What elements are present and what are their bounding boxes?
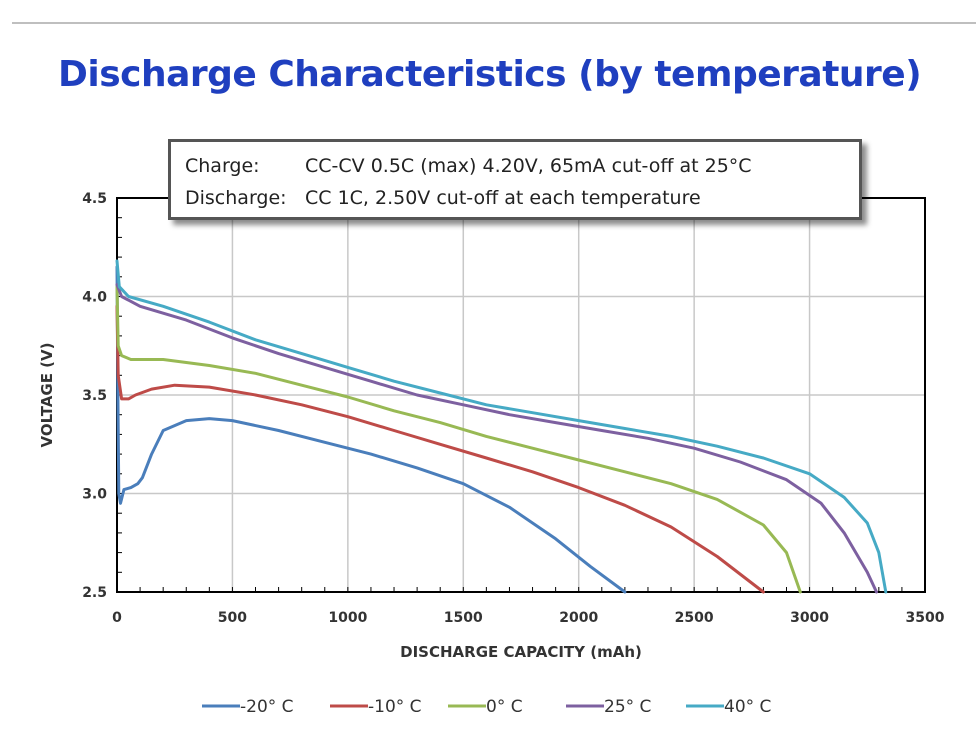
x-axis-title: DISCHARGE CAPACITY (mAh): [400, 643, 642, 661]
series-line--10: [115, 304, 765, 594]
legend-label: -10° C: [368, 697, 422, 717]
x-tick-label: 2000: [559, 610, 598, 626]
x-tick-label: 2500: [675, 610, 714, 626]
legend-label: 25° C: [604, 697, 651, 717]
discharge-text: CC 1C, 2.50V cut-off at each temperature: [305, 187, 701, 209]
series-line--20: [115, 265, 627, 594]
series-layer: [115, 259, 888, 594]
x-tick-label: 3500: [906, 610, 945, 626]
y-tick-label: 3.5: [82, 388, 107, 404]
y-tick-label: 3.0: [82, 487, 107, 503]
x-tick-label: 1000: [328, 610, 367, 626]
legend-label: 40° C: [724, 697, 771, 717]
legend: -20° C -10° C 0° C 25° C 40° C: [202, 697, 771, 717]
y-tick-label: 4.0: [82, 290, 107, 306]
y-tick-label: 4.5: [82, 191, 107, 207]
series-line-40: [115, 259, 888, 594]
charge-note-line: Charge: CC-CV 0.5C (max) 4.20V, 65mA cut-…: [185, 150, 859, 182]
legend-label: -20° C: [240, 697, 294, 717]
discharge-label: Discharge:: [185, 187, 287, 209]
x-tick-label: 3000: [790, 610, 829, 626]
series-line-25: [115, 283, 878, 594]
x-tick-label: 1500: [444, 610, 483, 626]
charge-text: CC-CV 0.5C (max) 4.20V, 65mA cut-off at …: [305, 155, 752, 177]
series-line-0: [115, 285, 802, 594]
x-tick-label: 500: [218, 610, 247, 626]
y-tick-label: 2.5: [82, 585, 107, 601]
legend-label: 0° C: [486, 697, 523, 717]
discharge-note-line: Discharge: CC 1C, 2.50V cut-off at each t…: [185, 182, 859, 214]
x-tick-label: 0: [112, 610, 122, 626]
grid-layer: [117, 197, 926, 592]
page-title: Discharge Characteristics (by temperatur…: [58, 54, 922, 95]
test-conditions-note: Charge: CC-CV 0.5C (max) 4.20V, 65mA cut-…: [168, 139, 862, 220]
charge-label: Charge:: [185, 155, 260, 177]
top-rule: [12, 22, 976, 24]
y-axis-title: VOLTAGE (V): [38, 343, 56, 448]
